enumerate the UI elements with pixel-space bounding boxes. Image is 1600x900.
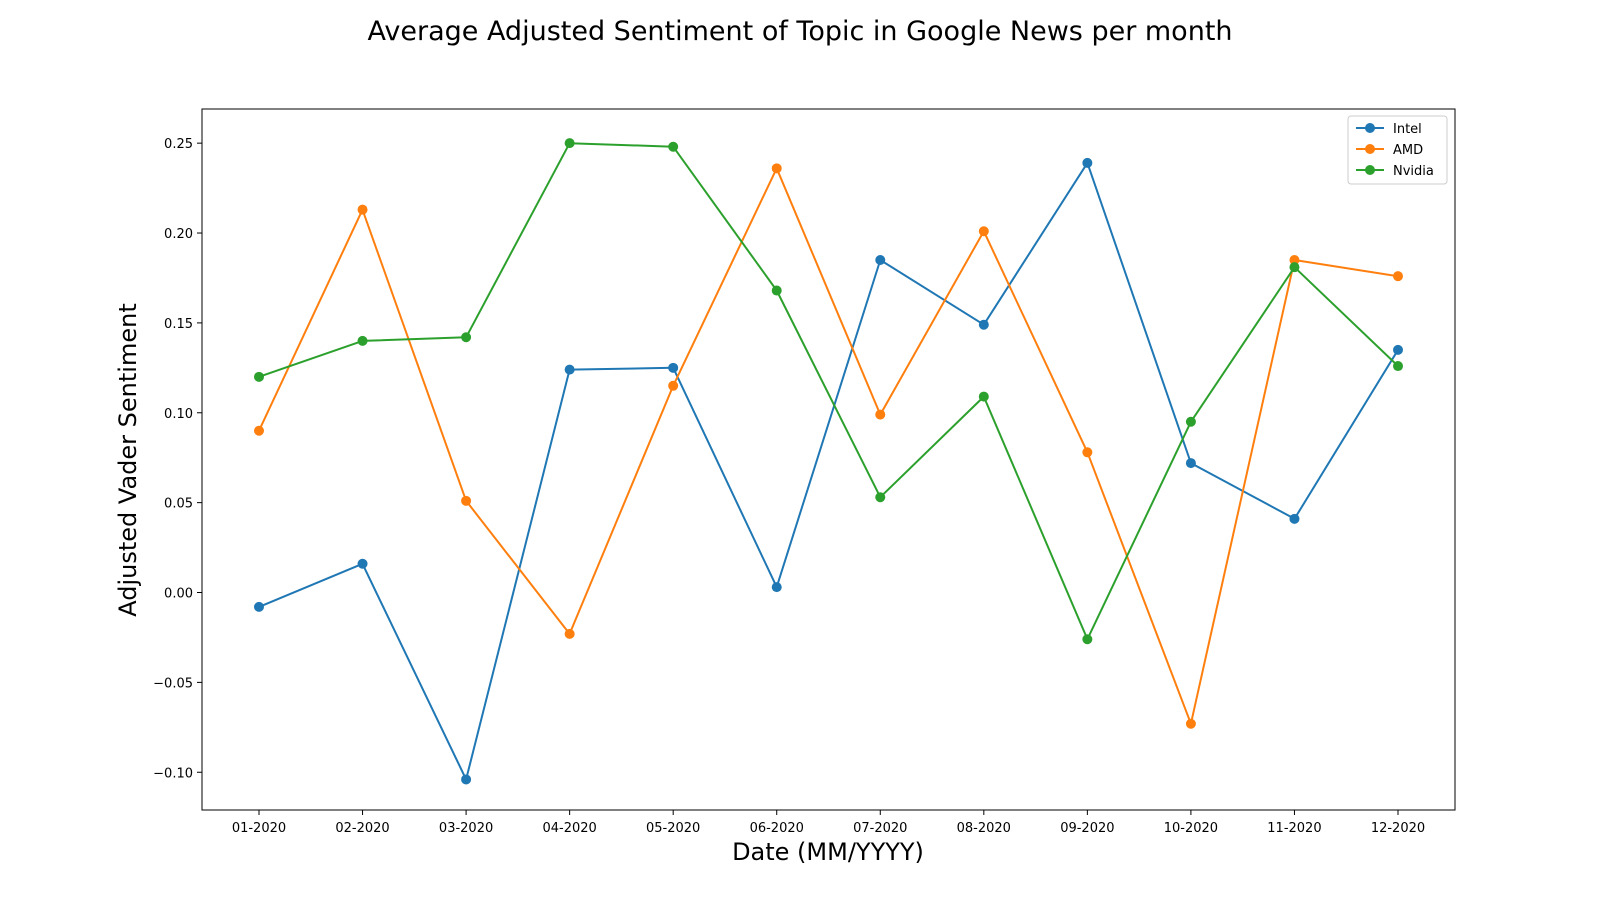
y-tick-label: 0.25: [164, 137, 193, 152]
series-intel: [254, 157, 1403, 785]
data-point-amd: [978, 226, 989, 237]
series-line-nvidia: [258, 142, 1399, 641]
data-point-nvidia: [771, 285, 782, 296]
y-axis-label: Adjusted Vader Sentiment: [114, 303, 142, 616]
series-nvidia: [254, 138, 1403, 645]
data-point-nvidia: [1185, 416, 1196, 427]
legend-marker-amd: [1365, 144, 1375, 154]
data-point-amd: [461, 495, 472, 506]
legend: Intel AMD Nvidia: [1347, 115, 1448, 185]
legend-label-amd: AMD: [1393, 143, 1423, 158]
x-axis: 01-2020 02-2020 03-2020 04-2020 05-2020 06-20…: [232, 810, 1425, 836]
data-point-amd: [357, 204, 368, 215]
data-point-intel: [1393, 344, 1403, 355]
y-tick-label: 0.10: [164, 407, 193, 422]
data-point-intel: [564, 364, 575, 375]
data-point-amd: [254, 425, 264, 436]
data-point-amd: [1082, 447, 1093, 458]
x-axis-label: Date (MM/YYYY): [732, 838, 924, 866]
data-point-intel: [461, 774, 472, 785]
x-tick-label: 03-2020: [439, 821, 493, 836]
data-point-nvidia: [564, 138, 575, 149]
data-point-intel: [771, 582, 782, 593]
series-amd: [254, 163, 1403, 729]
data-point-intel: [1082, 157, 1093, 168]
series-line-amd: [258, 167, 1399, 725]
y-tick-label: 0.15: [164, 317, 193, 332]
y-tick-label: −0.10: [153, 766, 193, 781]
x-tick-label: 10-2020: [1164, 821, 1218, 836]
series-layer: [254, 138, 1403, 785]
data-point-nvidia: [254, 371, 264, 382]
data-point-nvidia: [357, 335, 368, 346]
data-point-nvidia: [668, 141, 679, 152]
x-tick-label: 06-2020: [750, 821, 804, 836]
legend-marker-intel: [1365, 123, 1375, 133]
x-tick-label: 04-2020: [542, 821, 596, 836]
legend-item-nvidia: Nvidia: [1356, 164, 1434, 179]
data-point-intel: [357, 558, 368, 569]
data-point-amd: [875, 409, 886, 420]
y-tick-label: 0.20: [164, 227, 193, 242]
data-point-nvidia: [1289, 262, 1300, 273]
x-tick-label: 07-2020: [853, 821, 907, 836]
legend-label-intel: Intel: [1393, 122, 1422, 137]
x-tick-label: 02-2020: [335, 821, 389, 836]
y-tick-label: 0.00: [164, 587, 193, 602]
x-tick-label: 08-2020: [957, 821, 1011, 836]
legend-label-nvidia: Nvidia: [1393, 164, 1434, 179]
data-point-nvidia: [1082, 634, 1093, 645]
data-point-intel: [668, 362, 679, 373]
y-tick-label: 0.05: [164, 497, 193, 512]
data-point-amd: [771, 163, 782, 174]
x-tick-label: 05-2020: [646, 821, 700, 836]
y-axis: −0.10 −0.05 0.00 0.05 0.10 0.15 0.20 0.25: [153, 137, 202, 781]
data-point-intel: [1289, 513, 1300, 524]
data-point-nvidia: [978, 391, 989, 402]
legend-item-intel: Intel: [1356, 122, 1422, 137]
data-point-intel: [875, 254, 886, 265]
x-tick-label: 09-2020: [1060, 821, 1114, 836]
data-point-amd: [1185, 718, 1196, 729]
data-point-amd: [1289, 254, 1300, 265]
data-point-amd: [668, 380, 679, 391]
data-point-amd: [564, 628, 575, 639]
y-tick-label: −0.05: [153, 676, 193, 691]
data-point-intel: [978, 319, 989, 330]
data-point-nvidia: [1393, 361, 1403, 372]
legend-item-amd: AMD: [1356, 143, 1423, 158]
plot-frame: [201, 108, 1456, 811]
series-line-intel: [258, 161, 1399, 781]
x-tick-label: 11-2020: [1267, 821, 1321, 836]
x-tick-label: 01-2020: [232, 821, 286, 836]
legend-marker-nvidia: [1365, 165, 1375, 175]
data-point-amd: [1393, 271, 1403, 282]
chart-title: Average Adjusted Sentiment of Topic in G…: [367, 16, 1232, 47]
data-point-nvidia: [461, 332, 472, 343]
x-tick-label: 12-2020: [1371, 821, 1425, 836]
data-point-intel: [254, 601, 264, 612]
data-point-intel: [1185, 458, 1196, 469]
data-point-nvidia: [875, 492, 886, 503]
